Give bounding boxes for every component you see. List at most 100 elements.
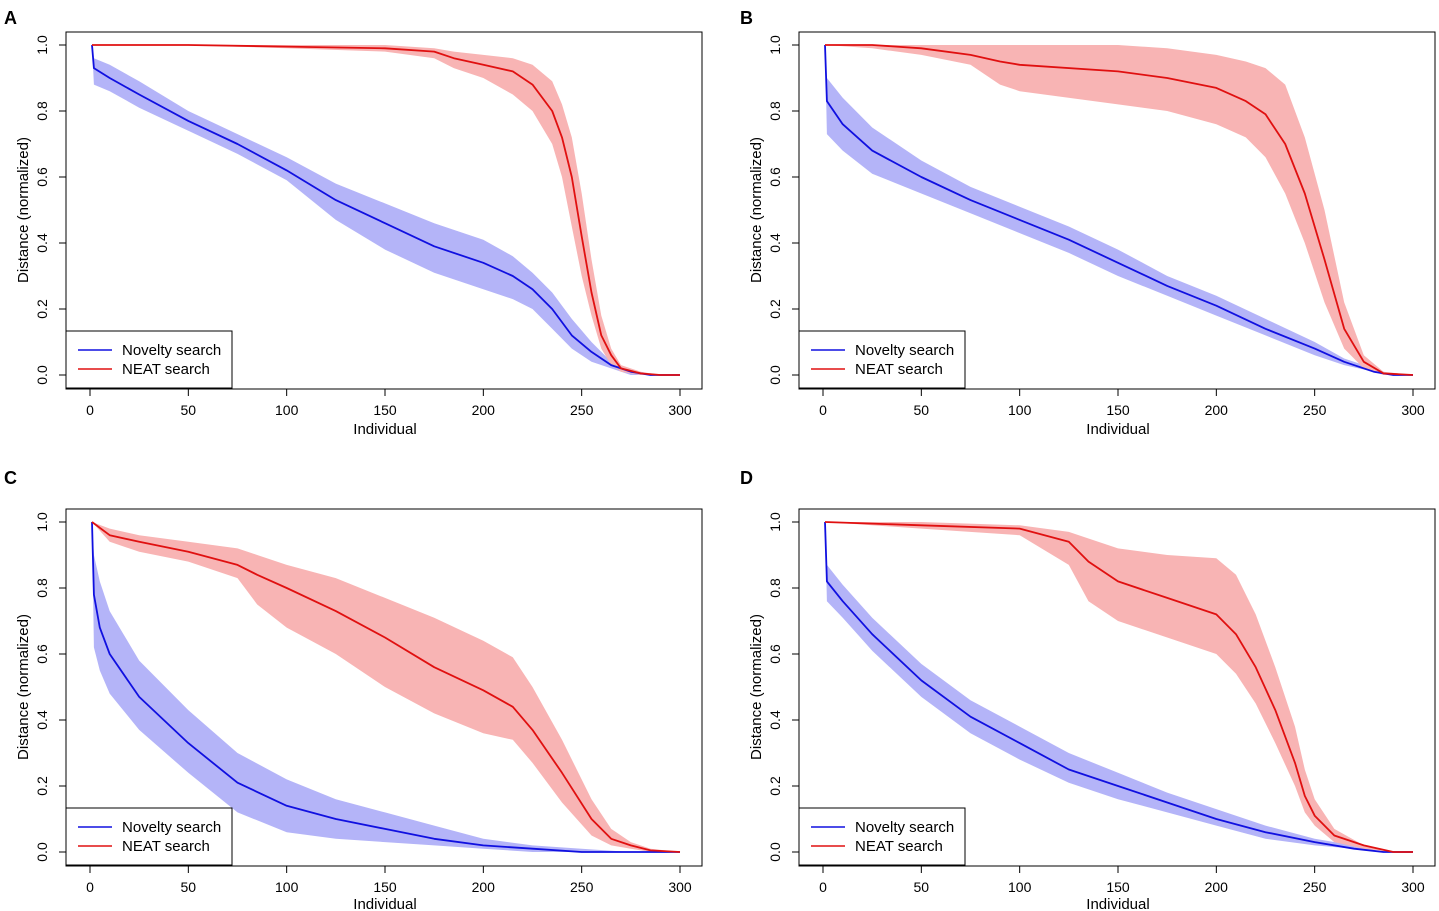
x-tick-label: 0 xyxy=(819,879,827,895)
y-axis: 0.0 0.2 0.4 0.6 0.8 1.0 xyxy=(34,512,50,862)
x-tick-label: 0 xyxy=(86,879,94,895)
x-axis: 0 50 100 150 200 250 300 xyxy=(86,402,692,418)
y-tick-label: 1.0 xyxy=(34,512,50,532)
panel-d: D 0 50 100 150 200 250 300 0.0 0.2 0.4 0… xyxy=(740,468,1436,911)
legend: Novelty search NEAT search xyxy=(798,330,966,389)
y-tick-label: 0.0 xyxy=(767,365,783,385)
x-axis: 0 50 100 150 200 250 300 xyxy=(86,879,692,895)
y-tick-label: 0.4 xyxy=(34,233,50,253)
y-tick-label: 0.8 xyxy=(767,101,783,121)
legend: Novelty search NEAT search xyxy=(65,330,233,389)
x-axis: 0 50 100 150 200 250 300 xyxy=(819,402,1425,418)
y-tick-label: 1.0 xyxy=(34,35,50,55)
legend-label-neat: NEAT search xyxy=(855,838,943,855)
y-axis-title: Distance (normalized) xyxy=(15,614,32,760)
x-tick-label: 150 xyxy=(373,402,397,418)
y-tick-label: 0.6 xyxy=(767,167,783,187)
legend-label-neat: NEAT search xyxy=(122,361,210,378)
x-tick-label: 200 xyxy=(1205,402,1229,418)
x-tick-label: 150 xyxy=(1106,879,1130,895)
axis-ticks xyxy=(59,521,681,873)
legend-label-neat: NEAT search xyxy=(855,361,943,378)
novelty-series-line xyxy=(91,44,680,376)
x-tick-label: 200 xyxy=(1205,879,1229,895)
y-tick-label: 0.2 xyxy=(34,776,50,796)
x-tick-label: 50 xyxy=(181,879,197,895)
panel-letter: D xyxy=(740,468,753,488)
x-tick-label: 100 xyxy=(275,402,299,418)
neat-series-line xyxy=(91,521,681,853)
novelty-confidence-band xyxy=(92,45,680,375)
x-axis-title: Individual xyxy=(353,896,416,911)
panel-a: A 0 50 100 150 200 250 300 0.0 0.2 0.4 0… xyxy=(4,8,703,438)
x-tick-label: 50 xyxy=(914,402,930,418)
x-tick-label: 300 xyxy=(1401,879,1425,895)
plot-frame xyxy=(65,508,703,867)
y-tick-label: 0.0 xyxy=(767,842,783,862)
x-tick-label: 150 xyxy=(1106,402,1130,418)
panel-letter: C xyxy=(4,468,17,488)
series-lines xyxy=(91,44,680,376)
x-axis-title: Individual xyxy=(1086,896,1149,911)
x-tick-label: 0 xyxy=(86,402,94,418)
neat-series-line xyxy=(92,44,680,376)
legend-box xyxy=(798,807,966,866)
x-tick-label: 150 xyxy=(373,879,397,895)
x-axis-title: Individual xyxy=(1086,421,1149,438)
y-tick-label: 0.4 xyxy=(767,710,783,730)
panel-c: C 0 50 100 150 200 250 300 0.0 0.2 0.4 0… xyxy=(4,468,703,911)
x-tick-label: 250 xyxy=(1303,402,1327,418)
y-tick-label: 0.8 xyxy=(767,578,783,598)
x-tick-label: 300 xyxy=(668,879,692,895)
plot-frame xyxy=(798,31,1436,390)
y-tick-label: 0.6 xyxy=(34,644,50,664)
axis-ticks xyxy=(59,44,681,396)
x-tick-label: 300 xyxy=(668,402,692,418)
y-axis-title: Distance (normalized) xyxy=(748,614,765,760)
y-tick-label: 0.6 xyxy=(34,167,50,187)
x-tick-label: 50 xyxy=(181,402,197,418)
y-tick-label: 0.4 xyxy=(34,710,50,730)
y-axis: 0.0 0.2 0.4 0.6 0.8 1.0 xyxy=(767,512,783,862)
legend: Novelty search NEAT search xyxy=(65,807,233,866)
panel-letter: A xyxy=(4,8,17,28)
novelty-series-line xyxy=(824,521,1413,853)
y-tick-label: 0.0 xyxy=(34,842,50,862)
novelty-series-line xyxy=(824,44,1413,376)
x-tick-label: 250 xyxy=(570,402,594,418)
y-axis-title: Distance (normalized) xyxy=(748,137,765,283)
confidence-bands xyxy=(92,45,680,375)
x-tick-label: 250 xyxy=(1303,879,1327,895)
x-tick-label: 0 xyxy=(819,402,827,418)
y-tick-label: 0.8 xyxy=(34,101,50,121)
legend-box xyxy=(798,330,966,389)
novelty-series-line xyxy=(91,521,680,853)
y-tick-label: 0.4 xyxy=(767,233,783,253)
series-lines xyxy=(91,521,681,853)
neat-confidence-band xyxy=(825,522,1413,852)
series-lines xyxy=(824,521,1413,853)
y-axis: 0.0 0.2 0.4 0.6 0.8 1.0 xyxy=(767,35,783,385)
panel-letter: B xyxy=(740,8,753,28)
neat-confidence-band xyxy=(825,45,1413,375)
axis-ticks xyxy=(792,521,1414,873)
neat-series-line xyxy=(824,521,1413,853)
neat-series-line xyxy=(825,44,1414,376)
plot-frame xyxy=(65,31,703,390)
legend-box xyxy=(65,330,233,389)
legend: Novelty search NEAT search xyxy=(798,807,966,866)
neat-confidence-band xyxy=(92,522,680,852)
x-tick-label: 100 xyxy=(1008,402,1032,418)
y-tick-label: 0.6 xyxy=(767,644,783,664)
x-tick-label: 100 xyxy=(275,879,299,895)
y-tick-label: 1.0 xyxy=(767,512,783,532)
x-tick-label: 300 xyxy=(1401,402,1425,418)
y-tick-label: 0.2 xyxy=(767,299,783,319)
y-axis: 0.0 0.2 0.4 0.6 0.8 1.0 xyxy=(34,35,50,385)
legend-label-novelty: Novelty search xyxy=(855,342,954,359)
legend-box xyxy=(65,807,233,866)
confidence-bands xyxy=(825,522,1413,852)
legend-label-novelty: Novelty search xyxy=(855,819,954,836)
confidence-bands xyxy=(825,45,1413,375)
